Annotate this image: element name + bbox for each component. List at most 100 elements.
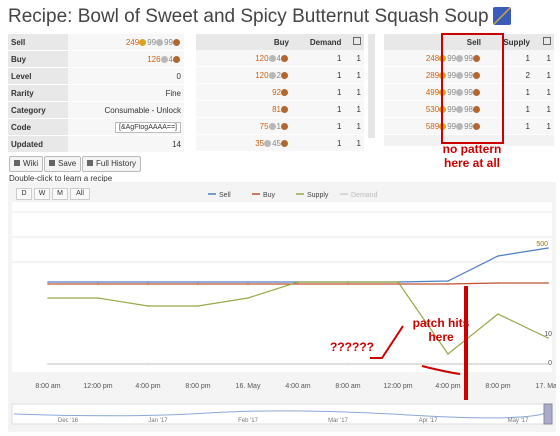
history-icon	[87, 160, 93, 166]
table-row[interactable]: 92 1 1	[196, 83, 364, 101]
demand-cell: 1	[292, 100, 345, 118]
property-value: 14	[68, 135, 184, 153]
y-label-top: 500	[536, 241, 548, 248]
data-point	[347, 283, 349, 285]
data-point	[497, 255, 499, 257]
property-key: Sell	[8, 34, 69, 51]
data-point	[97, 363, 99, 365]
x-tick-label: 16. May	[236, 383, 261, 390]
x-tick-label: 8:00 pm	[485, 383, 510, 390]
data-point	[97, 283, 99, 285]
property-value: 0	[68, 67, 184, 85]
range-all[interactable]: All	[70, 188, 90, 200]
demand-header[interactable]: Demand	[292, 34, 345, 50]
quantity-cell: 1	[533, 100, 554, 118]
table-row[interactable]: 499 99 99 1 1	[384, 83, 554, 101]
data-point	[297, 283, 299, 285]
table-row[interactable]: 289 99 99 2 1	[384, 66, 554, 84]
page-title: Recipe: Bowl of Sweet and Spicy Butternu…	[8, 6, 511, 28]
wiki-button[interactable]: Wiki	[9, 156, 44, 172]
navigator-tick: Mar '17	[328, 418, 348, 424]
x-tick-label: 8:00 pm	[185, 383, 210, 390]
data-point	[97, 297, 99, 299]
buy-table: Buy Demand 120 4 1 1 120 2 1 1 92 1 1 81 1 1 75 1 1 1 35 45…	[196, 34, 364, 152]
navigator-tick: May '17	[508, 418, 529, 424]
x-tick-label: 4:00 am	[285, 383, 310, 390]
demand-cell: 1	[292, 117, 345, 135]
price-cell: 35 45	[196, 134, 292, 152]
navigator-tick: Dec '16	[58, 418, 79, 424]
table-row[interactable]: 530 99 98 1 1	[384, 100, 554, 118]
property-value: Fine	[68, 84, 184, 102]
data-point	[147, 281, 149, 283]
data-point	[347, 281, 349, 283]
full-history-button[interactable]: Full History	[82, 156, 142, 172]
annotation-box	[441, 33, 504, 144]
data-point	[197, 283, 199, 285]
property-value: Consumable - Unlock	[68, 101, 184, 119]
data-point	[397, 363, 399, 365]
sell-header[interactable]: Sell	[384, 34, 484, 50]
table-row[interactable]: 81 1 1	[196, 100, 364, 118]
sell-panel: Sell Supply 248 99 99 1 1 289 99 99 2 1 499 99 99 1 1 5…	[384, 34, 554, 146]
data-point	[47, 363, 49, 365]
demand-cell: 1	[292, 83, 345, 101]
data-point	[47, 283, 49, 285]
table-row[interactable]: 120 4 1 1	[196, 50, 364, 67]
quantity-cell: 1	[344, 117, 364, 135]
data-point	[547, 282, 549, 284]
table-row[interactable]: 35 45 1 1	[196, 134, 364, 152]
data-point	[147, 283, 149, 285]
learn-hint: Double-click to learn a recipe	[9, 174, 113, 183]
price-cell: 75 1	[196, 117, 292, 135]
property-value[interactable]: [&AgFtogAAAA==]	[68, 118, 184, 136]
properties-table: Sell 249 99 99 Buy 126 4 Level 0 Rarity Fine Catego…	[8, 34, 184, 153]
soup-icon	[492, 7, 511, 25]
buy-options-icon[interactable]	[344, 34, 364, 50]
property-row: Level 0	[8, 67, 184, 85]
price-cell: 499 99 99	[384, 83, 484, 101]
price-cell: 289 99 99	[384, 66, 484, 84]
range-month[interactable]: M	[52, 188, 68, 200]
save-button[interactable]: Save	[44, 156, 82, 172]
price-cell: 92	[196, 83, 292, 101]
buy-scrollbar[interactable]	[368, 34, 375, 138]
data-point	[247, 297, 249, 299]
data-point	[197, 363, 199, 365]
range-week[interactable]: W	[34, 188, 50, 200]
navigator	[11, 403, 553, 425]
data-point	[297, 363, 299, 365]
supply-cell: 1	[484, 100, 533, 118]
demand-cell: 1	[292, 66, 345, 84]
range-day[interactable]: D	[16, 188, 32, 200]
navigator-tick: Feb '17	[238, 418, 258, 424]
data-point	[247, 283, 249, 285]
supply-cell: 2	[484, 66, 533, 84]
supply-cell: 1	[484, 117, 533, 135]
table-row[interactable]: 589 99 99 1 1	[384, 117, 554, 135]
property-key: Level	[8, 67, 69, 85]
data-point	[147, 363, 149, 365]
table-row[interactable]: 75 1 1 1	[196, 117, 364, 135]
buy-panel: Buy Demand 120 4 1 1 120 2 1 1 92 1 1 81 1 1 75 1 1 1 35 45…	[196, 34, 364, 152]
table-row[interactable]: 248 99 99 1 1	[384, 50, 554, 67]
legend-label: Buy	[263, 192, 276, 199]
chart-svg: Sell Buy Supply Demand 8:00 am 12:00 pm 4:00 p…	[8, 182, 560, 432]
question-arrow	[370, 325, 404, 359]
data-point	[497, 282, 499, 284]
property-value: 249 99 99	[68, 34, 184, 51]
navigator-tick: Apr '17	[419, 418, 438, 424]
table-row[interactable]: 120 2 1 1	[196, 66, 364, 84]
annotation-question: ??????	[330, 340, 374, 354]
data-point	[197, 305, 199, 307]
quantity-cell: 1	[344, 66, 364, 84]
property-row: Buy 126 4	[8, 50, 184, 68]
sell-options-icon[interactable]	[533, 34, 554, 50]
buy-header[interactable]: Buy	[196, 34, 292, 50]
quantity-cell: 1	[533, 83, 554, 101]
data-point	[447, 280, 449, 282]
quantity-cell: 1	[344, 50, 364, 67]
supply-header[interactable]: Supply	[484, 34, 533, 50]
annotation-no-pattern: no pattern here at all	[442, 142, 502, 170]
demand-cell: 1	[292, 134, 345, 152]
